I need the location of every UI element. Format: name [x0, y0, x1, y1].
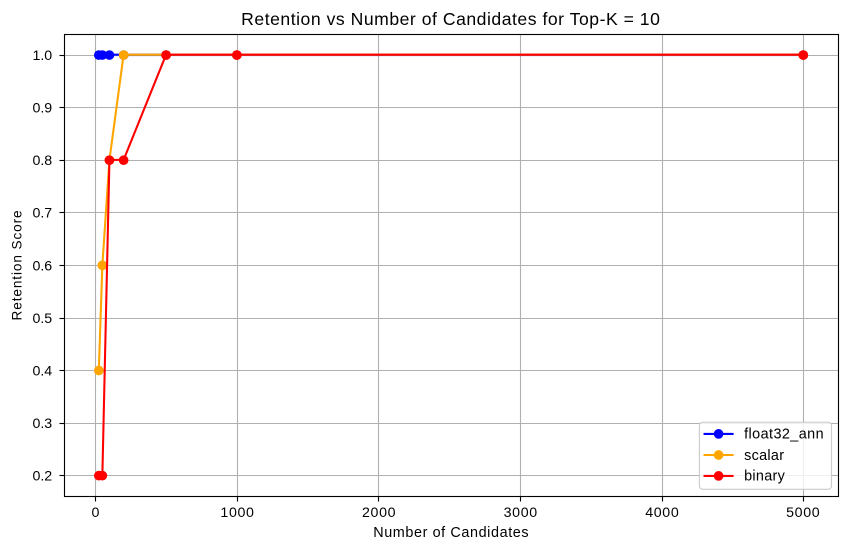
svg-text:scalar: scalar — [744, 448, 784, 464]
svg-text:0: 0 — [91, 505, 99, 521]
svg-text:0.8: 0.8 — [32, 153, 52, 169]
svg-text:5000: 5000 — [786, 505, 820, 521]
svg-text:3000: 3000 — [504, 505, 538, 521]
svg-text:0.3: 0.3 — [32, 416, 52, 432]
svg-text:0.5: 0.5 — [32, 311, 52, 327]
svg-text:0.9: 0.9 — [32, 101, 52, 117]
svg-text:0.2: 0.2 — [32, 469, 52, 485]
svg-text:binary: binary — [744, 469, 785, 485]
svg-text:4000: 4000 — [645, 505, 679, 521]
svg-text:Number of Candidates: Number of Candidates — [373, 525, 529, 541]
svg-text:0.4: 0.4 — [32, 363, 52, 379]
svg-text:0.6: 0.6 — [32, 258, 52, 274]
svg-text:1.0: 1.0 — [32, 48, 52, 64]
svg-text:float32_ann: float32_ann — [744, 427, 824, 443]
svg-text:Retention vs Number of Candida: Retention vs Number of Candidates for To… — [241, 9, 660, 29]
svg-text:0.7: 0.7 — [32, 206, 52, 222]
svg-text:2000: 2000 — [362, 505, 396, 521]
svg-text:1000: 1000 — [220, 505, 254, 521]
svg-text:Retention Score: Retention Score — [9, 210, 24, 321]
